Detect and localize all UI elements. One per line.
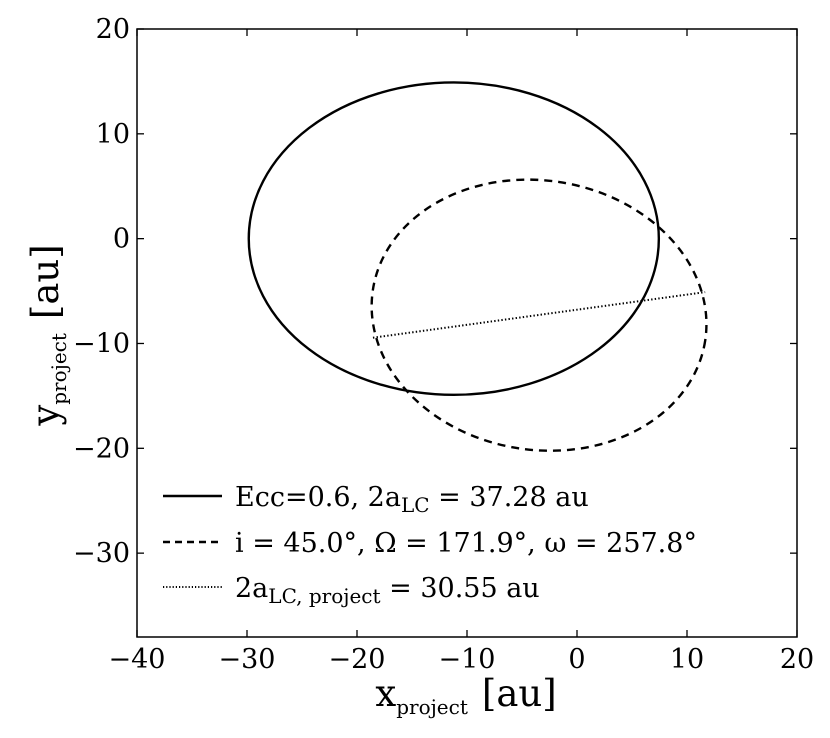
x-tick-label: 20	[780, 644, 814, 675]
x-axis-label-unit: [au]	[482, 672, 557, 715]
x-tick-label: 0	[568, 644, 585, 675]
x-axis-label: xproject [au]	[375, 672, 556, 719]
y-tick-label: −30	[73, 538, 130, 569]
y-axis-label-unit: [au]	[24, 244, 67, 319]
y-tick-label: 10	[96, 119, 130, 150]
legend-label-dotted: 2aLC, project = 30.55 au	[235, 573, 540, 608]
y-tick-label: 20	[96, 14, 130, 45]
x-axis-label-main: x	[375, 672, 396, 715]
legend-label-solid: Ecc=0.6, 2aLC = 37.28 au	[235, 482, 589, 517]
y-tick-label: 0	[113, 224, 130, 255]
legend-label-dashed: i = 45.0°, Ω = 171.9°, ω = 257.8°	[235, 528, 697, 559]
x-tick-label: −30	[219, 644, 276, 675]
y-tick-label: −20	[73, 433, 130, 464]
x-tick-label: −20	[329, 644, 386, 675]
series-dotted-line	[372, 291, 706, 339]
x-tick-label: −40	[109, 644, 166, 675]
x-axis-label-sub: project	[396, 695, 468, 719]
series-solid-ellipse	[247, 81, 661, 397]
x-tick-label: 10	[670, 644, 704, 675]
series-dashed-ellipse	[370, 178, 708, 452]
plot-marks	[247, 81, 708, 452]
y-axis-label-main: y	[24, 405, 67, 427]
legend: Ecc=0.6, 2aLC = 37.28 au i = 45.0°, Ω = …	[163, 482, 697, 608]
axis-ticks: −40 −30 −20 −10 0 10 20 −30 −20 −10 0 10 20	[73, 14, 814, 675]
y-tick-label: −10	[73, 328, 130, 359]
y-axis-label-sub: project	[47, 333, 71, 405]
y-axis-label: yproject [au]	[24, 244, 71, 426]
x-tick-label: −10	[439, 644, 496, 675]
